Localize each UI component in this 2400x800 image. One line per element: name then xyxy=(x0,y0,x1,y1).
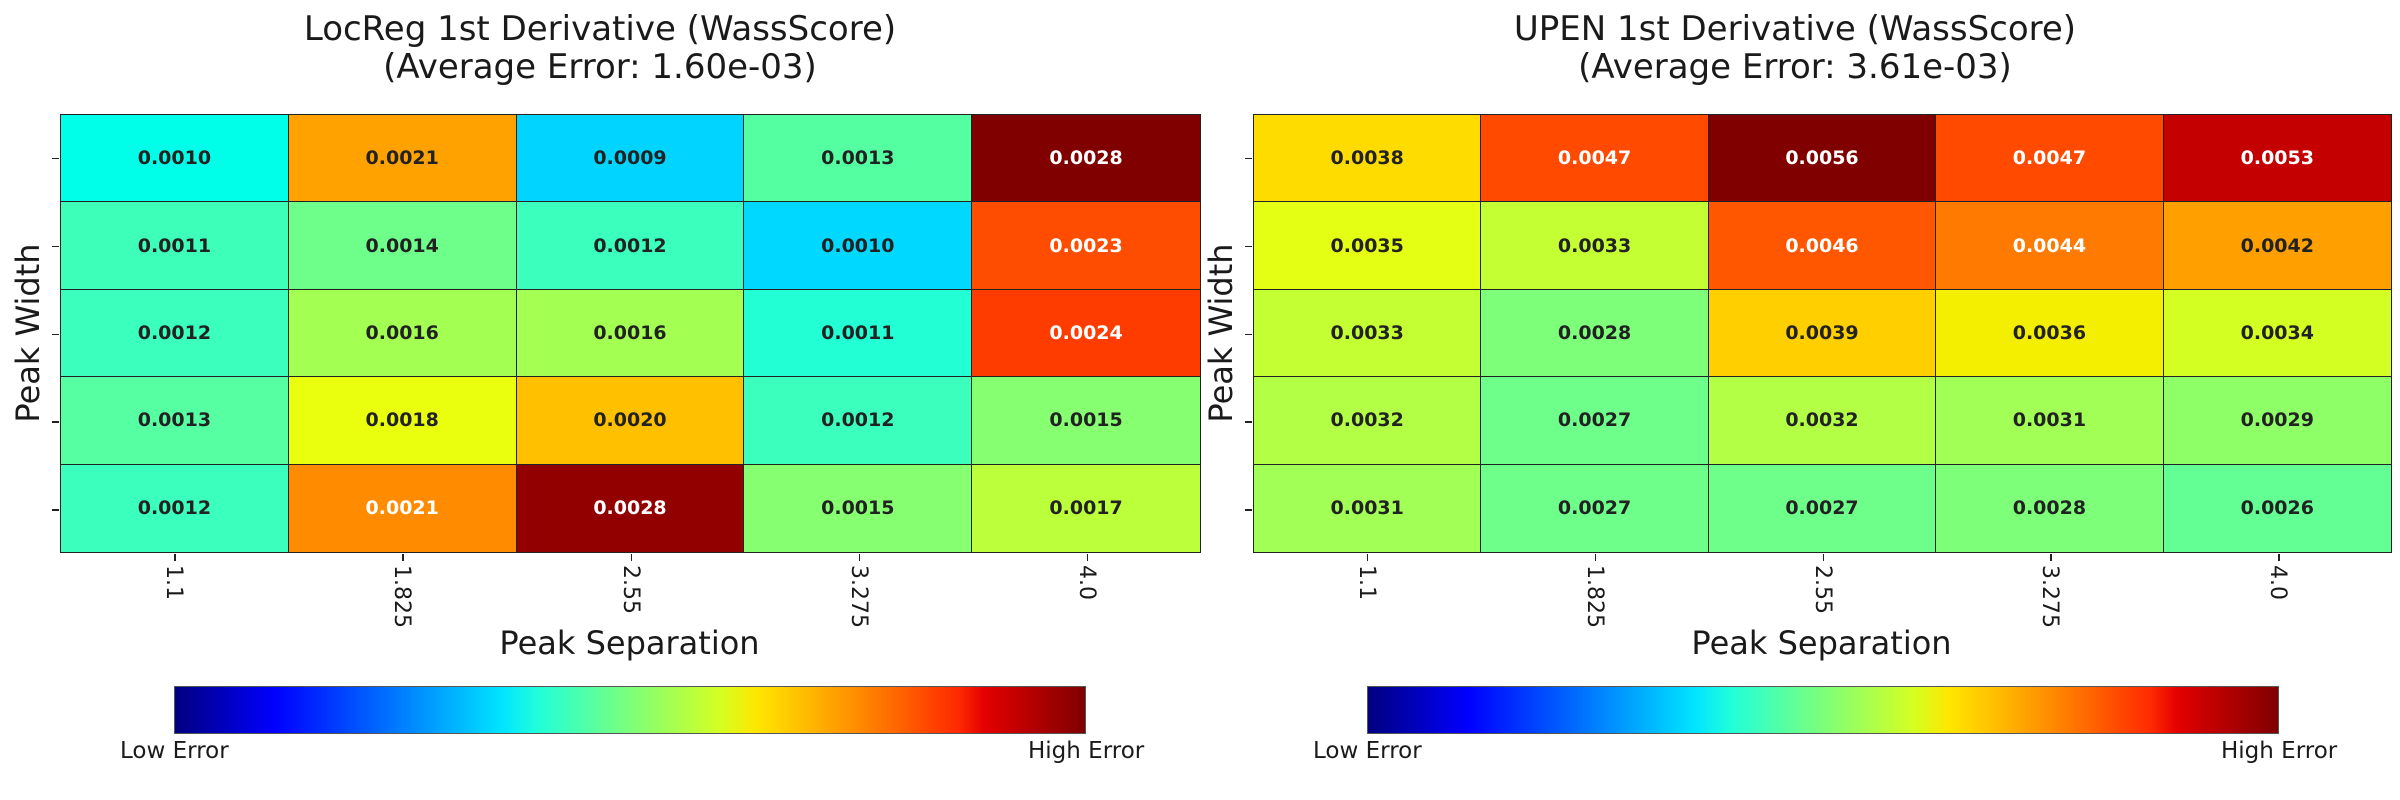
heatmap-cell: 0.0038 xyxy=(1254,115,1482,203)
heatmap-cell: 0.0028 xyxy=(972,115,1200,203)
heatmap-cell: 0.0039 xyxy=(1708,289,1937,378)
x-tick xyxy=(1366,554,1369,561)
y-tick xyxy=(1245,245,1252,248)
heatmap-cell: 0.0027 xyxy=(1481,377,1709,465)
colorbar xyxy=(174,686,1086,734)
heatmap-cell: 0.0028 xyxy=(1481,289,1709,378)
heatmap-cell: 0.0013 xyxy=(744,115,973,203)
heatmap-cell: 0.0010 xyxy=(61,115,289,203)
x-tick xyxy=(2050,554,2052,561)
heatmap-cell: 0.0031 xyxy=(1254,464,1482,552)
heatmap-cell: 0.0035 xyxy=(1254,202,1482,290)
heatmap-cell: 0.0034 xyxy=(2163,289,2391,378)
x-axis-label: Peak Separation xyxy=(1691,624,1952,662)
heatmap-cell: 0.0021 xyxy=(288,464,517,552)
heatmap-cell: 0.0021 xyxy=(288,115,517,203)
heatmap-cell: 0.0056 xyxy=(1708,115,1937,203)
colorbar-high-label: High Error xyxy=(2221,738,2338,764)
heatmap-cell: 0.0013 xyxy=(61,377,289,465)
y-tick xyxy=(52,245,59,248)
heatmap-cell: 0.0018 xyxy=(288,377,517,465)
heatmap-cell: 0.0012 xyxy=(61,464,289,552)
heatmap-cell: 0.0032 xyxy=(1708,377,1937,465)
colorbar-low-label: Low Error xyxy=(120,738,229,764)
heatmap-cell: 0.0028 xyxy=(516,464,745,552)
heatmap-cell: 0.0033 xyxy=(1254,289,1482,378)
x-tick xyxy=(1822,554,1824,561)
heatmap-cell: 0.0012 xyxy=(744,377,973,465)
heatmap-cell: 0.0032 xyxy=(1254,377,1482,465)
heatmap-cell: 0.0015 xyxy=(744,464,973,552)
heatmap-cell: 0.0011 xyxy=(744,289,973,378)
chart-subtitle: (Average Error: 3.61e-03) xyxy=(1578,47,2012,87)
colorbar-low-label: Low Error xyxy=(1313,738,1422,764)
chart-title: LocReg 1st Derivative (WassScore) xyxy=(303,9,897,49)
y-tick xyxy=(1245,333,1252,335)
heatmap-cell: 0.0036 xyxy=(1936,289,2164,378)
heatmap-grid: 0.0010 0.0021 0.0009 0.0013 0.0028 0.0011 0.00… xyxy=(60,114,1201,553)
heatmap-cell: 0.0011 xyxy=(61,202,289,290)
heatmap-cell: 0.0053 xyxy=(2163,115,2391,203)
x-tick-label: 1.1 xyxy=(1353,565,1379,600)
chart-title: UPEN 1st Derivative (WassScore) xyxy=(1513,9,2077,49)
heatmap-cell: 0.0046 xyxy=(1708,202,1937,290)
x-tick xyxy=(1086,554,1089,561)
heatmap-cell: 0.0016 xyxy=(288,289,517,378)
x-axis-label: Peak Separation xyxy=(499,624,760,662)
heatmap-cell: 0.0010 xyxy=(744,202,973,290)
x-tick-label: 1.1 xyxy=(161,565,187,600)
x-tick-label: 1.825 xyxy=(389,565,415,628)
x-tick-label: 2.55 xyxy=(617,565,643,614)
x-tick-label: 1.825 xyxy=(1581,565,1607,628)
x-tick-label: 3.275 xyxy=(845,565,871,628)
heatmap-cell: 0.0026 xyxy=(2163,464,2391,552)
y-tick xyxy=(1245,421,1252,423)
heatmap-cell: 0.0012 xyxy=(516,202,745,290)
heatmap-cell: 0.0015 xyxy=(972,377,1200,465)
y-tick xyxy=(52,157,59,160)
x-tick xyxy=(402,554,404,561)
heatmap-cell: 0.0017 xyxy=(972,464,1200,552)
y-axis-label: Peak Width xyxy=(1202,243,1240,423)
heatmap-cell: 0.0042 xyxy=(2163,202,2391,290)
heatmap-cell: 0.0047 xyxy=(1936,115,2164,203)
x-tick xyxy=(858,554,861,561)
colorbar xyxy=(1367,686,2279,734)
heatmap-cell: 0.0027 xyxy=(1481,464,1709,552)
heatmap-cell: 0.0020 xyxy=(516,377,745,465)
heatmap-cell: 0.0014 xyxy=(288,202,517,290)
heatmap-cell: 0.0031 xyxy=(1936,377,2164,465)
heatmap-cell: 0.0044 xyxy=(1936,202,2164,290)
heatmap-cell: 0.0033 xyxy=(1481,202,1709,290)
y-tick xyxy=(52,509,59,511)
y-tick xyxy=(52,333,59,335)
heatmap-panel-upen: UPEN 1st Derivative (WassScore) (Average… xyxy=(1195,0,2395,800)
x-tick-label: 4.0 xyxy=(1073,565,1099,600)
heatmap-cell: 0.0028 xyxy=(1936,464,2164,552)
x-tick xyxy=(2278,554,2280,561)
heatmap-panel-locreg: LocReg 1st Derivative (WassScore) (Avera… xyxy=(9,9,1201,764)
heatmap-cell: 0.0016 xyxy=(516,289,745,378)
heatmap-cell: 0.0029 xyxy=(2163,377,2391,465)
heatmap-cell: 0.0047 xyxy=(1481,115,1709,203)
heatmap-grid: 0.0038 0.0047 0.0056 0.0047 0.0053 0.0035 0.00… xyxy=(1253,114,2392,553)
heatmap-cell: 0.0012 xyxy=(61,289,289,378)
y-axis-label: Peak Width xyxy=(9,243,47,423)
y-tick xyxy=(1245,157,1252,160)
y-tick xyxy=(1245,509,1252,511)
heatmap-cell: 0.0009 xyxy=(516,115,745,203)
x-tick-label: 4.0 xyxy=(2265,565,2291,600)
x-tick xyxy=(1594,554,1597,561)
chart-subtitle: (Average Error: 1.60e-03) xyxy=(383,47,817,87)
colorbar-high-label: High Error xyxy=(1028,738,1145,764)
x-tick-label: 3.275 xyxy=(2037,565,2063,628)
x-tick xyxy=(174,554,176,561)
heatmap-cell: 0.0027 xyxy=(1708,464,1937,552)
x-tick-label: 2.55 xyxy=(1809,565,1835,614)
heatmap-cell: 0.0023 xyxy=(972,202,1200,290)
y-tick xyxy=(52,421,59,423)
heatmap-cell: 0.0024 xyxy=(972,289,1200,378)
x-tick xyxy=(630,554,632,561)
